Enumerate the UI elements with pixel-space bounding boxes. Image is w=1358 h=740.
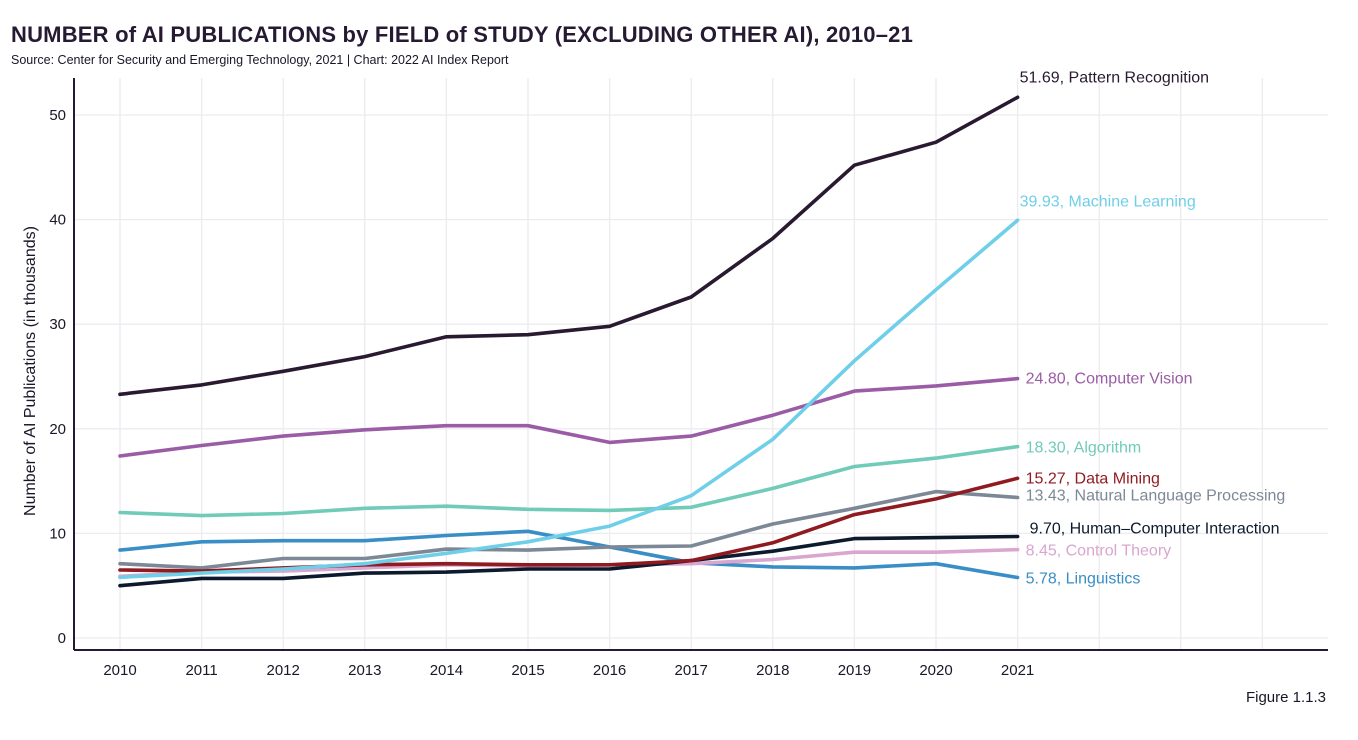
series-line-data-mining bbox=[118, 476, 1020, 573]
series-line-human-computer-interaction bbox=[118, 534, 1020, 588]
chart-title: NUMBER of AI PUBLICATIONS by FIELD of ST… bbox=[11, 22, 914, 47]
x-tick-label: 2013 bbox=[348, 662, 381, 679]
series-line-linguistics bbox=[118, 529, 1020, 580]
y-axis-title: Number of AI Publications (in thousands) bbox=[22, 226, 39, 516]
x-tick-label: 2017 bbox=[675, 662, 708, 679]
x-tick-label: 2011 bbox=[185, 662, 217, 679]
grid bbox=[74, 78, 1328, 650]
x-tick-label: 2021 bbox=[1001, 662, 1034, 679]
series-line-algorithm bbox=[118, 444, 1020, 518]
series-end-label: 15.27, Data Mining bbox=[1026, 470, 1160, 487]
series-line-pattern-recognition bbox=[118, 95, 1020, 397]
x-tick-label: 2012 bbox=[267, 662, 300, 679]
y-tick-label: 10 bbox=[49, 525, 66, 542]
series-line-computer-vision bbox=[118, 376, 1020, 458]
figure-label: Figure 1.1.3 bbox=[1245, 689, 1326, 706]
y-tick-label: 20 bbox=[49, 421, 66, 438]
series-line-machine-learning bbox=[118, 218, 1020, 580]
series-end-label: 5.78, Linguistics bbox=[1026, 571, 1141, 588]
series-end-label: 8.45, Control Theory bbox=[1026, 543, 1172, 560]
series-end-label: 13.43, Natural Language Processing bbox=[1026, 488, 1286, 505]
x-tick-label: 2016 bbox=[593, 662, 626, 679]
x-tick-label: 2019 bbox=[838, 662, 871, 679]
x-tick-label: 2010 bbox=[103, 662, 136, 679]
series-end-label: 18.30, Algorithm bbox=[1026, 440, 1142, 457]
y-tick-label: 40 bbox=[49, 212, 66, 229]
chart-subtitle: Source: Center for Security and Emerging… bbox=[11, 53, 509, 67]
series-end-label: 39.93, Machine Learning bbox=[1020, 193, 1196, 210]
series-end-label: 9.70, Human–Computer Interaction bbox=[1030, 521, 1280, 538]
y-tick-label: 0 bbox=[58, 630, 66, 647]
series-end-label: 51.69, Pattern Recognition bbox=[1020, 69, 1209, 86]
x-tick-label: 2015 bbox=[511, 662, 544, 679]
series-end-labels: 51.69, Pattern Recognition 39.93, Machine… bbox=[1020, 69, 1286, 587]
x-tick-label: 2014 bbox=[430, 662, 463, 679]
axes: 0 10 20 30 40 50 2010 2011 2012 2013 2014 2015 2016 2… bbox=[22, 78, 1328, 679]
x-tick-label: 2018 bbox=[756, 662, 789, 679]
y-tick-label: 50 bbox=[49, 107, 66, 124]
series-lines bbox=[118, 95, 1020, 588]
series-end-label: 24.80, Computer Vision bbox=[1026, 371, 1193, 388]
x-tick-label: 2020 bbox=[919, 662, 952, 679]
series-line-natural-language-processing bbox=[118, 489, 1020, 570]
y-tick-label: 30 bbox=[49, 316, 66, 333]
